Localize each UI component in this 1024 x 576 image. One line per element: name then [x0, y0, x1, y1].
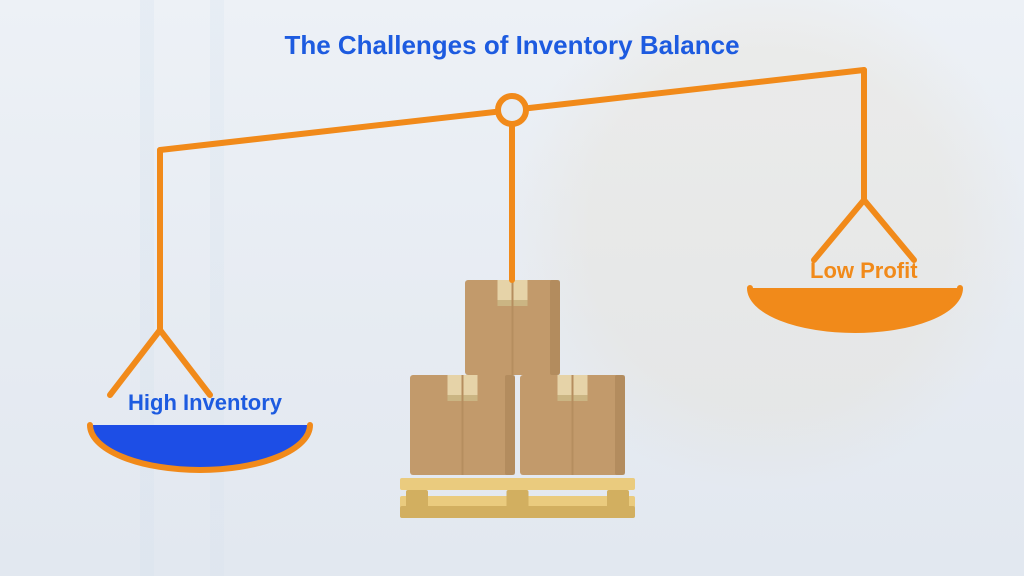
infographic-stage: The Challenges of Inventory Balance High… — [0, 0, 1024, 576]
right-pan-label: Low Profit — [810, 258, 918, 284]
pallet-with-boxes — [400, 280, 635, 518]
balance-scale-diagram — [0, 0, 1024, 576]
left-pan-label: High Inventory — [128, 390, 282, 416]
